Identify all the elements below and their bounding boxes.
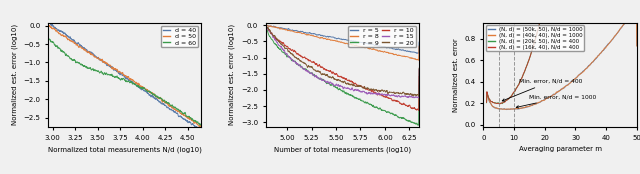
Text: (a): (a) bbox=[117, 173, 132, 174]
(N, d) = (40k, 40), N/d = 1000 bbox=[543, 97, 550, 100]
(N, d) = (50k, 50), N/d = 1000 bbox=[500, 108, 508, 110]
Line: (N, d) = (40k, 40), N/d = 1000: (N, d) = (40k, 40), N/d = 1000 bbox=[486, 7, 637, 109]
(N, d) = (40k, 40), N/d = 1000 bbox=[511, 108, 518, 110]
(N, d) = (40k, 40), N/d = 1000 bbox=[483, 101, 490, 104]
(N, d) = (20k, 50), N/d = 400 bbox=[496, 103, 504, 105]
(N, d) = (40k, 40), N/d = 1000 bbox=[592, 57, 600, 59]
(N, d) = (50k, 50), N/d = 1000 bbox=[532, 103, 540, 105]
Y-axis label: Normalized est. error (log10): Normalized est. error (log10) bbox=[229, 24, 236, 125]
Y-axis label: Normalized est. error (log10): Normalized est. error (log10) bbox=[11, 24, 18, 125]
(N, d) = (40k, 40), N/d = 1000 bbox=[632, 6, 640, 8]
(N, d) = (50k, 50), N/d = 1000 bbox=[591, 58, 599, 60]
Text: Min. error, N/d = 1000: Min. error, N/d = 1000 bbox=[516, 95, 596, 108]
Text: (b): (b) bbox=[335, 173, 350, 174]
Line: (N, d) = (16k, 40), N/d = 400: (N, d) = (16k, 40), N/d = 400 bbox=[486, 0, 637, 104]
Line: (N, d) = (50k, 50), N/d = 1000: (N, d) = (50k, 50), N/d = 1000 bbox=[486, 6, 637, 110]
X-axis label: Normalized total measurements N/d (log10): Normalized total measurements N/d (log10… bbox=[48, 146, 202, 153]
X-axis label: Averaging parameter m: Averaging parameter m bbox=[518, 146, 602, 152]
(N, d) = (16k, 40), N/d = 400 bbox=[532, 36, 540, 38]
(N, d) = (40k, 40), N/d = 1000 bbox=[591, 57, 599, 60]
X-axis label: Number of total measurements (log10): Number of total measurements (log10) bbox=[274, 146, 411, 153]
(N, d) = (20k, 50), N/d = 400 bbox=[501, 100, 509, 102]
(N, d) = (16k, 40), N/d = 400 bbox=[501, 101, 509, 103]
(N, d) = (20k, 50), N/d = 400 bbox=[532, 36, 540, 38]
Legend: (N, d) = (50k, 50), N/d = 1000, (N, d) = (40k, 40), N/d = 1000, (N, d) = (20k, 5: (N, d) = (50k, 50), N/d = 1000, (N, d) =… bbox=[486, 25, 584, 51]
(N, d) = (50k, 50), N/d = 1000 bbox=[592, 57, 600, 60]
(N, d) = (40k, 40), N/d = 1000 bbox=[633, 45, 640, 47]
(N, d) = (16k, 40), N/d = 400 bbox=[496, 103, 504, 105]
(N, d) = (20k, 50), N/d = 400 bbox=[483, 102, 490, 104]
(N, d) = (50k, 50), N/d = 1000 bbox=[632, 5, 640, 7]
(N, d) = (50k, 50), N/d = 1000 bbox=[543, 97, 550, 100]
(N, d) = (50k, 50), N/d = 1000 bbox=[577, 72, 585, 74]
(N, d) = (50k, 50), N/d = 1000 bbox=[633, 45, 640, 47]
(N, d) = (16k, 40), N/d = 400 bbox=[483, 101, 490, 103]
(N, d) = (50k, 50), N/d = 1000 bbox=[483, 101, 490, 104]
Legend: d = 40, d = 50, d = 60: d = 40, d = 50, d = 60 bbox=[161, 26, 198, 48]
(N, d) = (40k, 40), N/d = 1000 bbox=[532, 103, 540, 105]
(N, d) = (40k, 40), N/d = 1000 bbox=[500, 108, 508, 110]
(N, d) = (50k, 50), N/d = 1000 bbox=[502, 109, 510, 111]
Y-axis label: Normalized est. error: Normalized est. error bbox=[453, 38, 459, 112]
Text: (c): (c) bbox=[553, 173, 568, 174]
Line: (N, d) = (20k, 50), N/d = 400: (N, d) = (20k, 50), N/d = 400 bbox=[486, 0, 637, 104]
(N, d) = (40k, 40), N/d = 1000 bbox=[577, 72, 585, 74]
Text: Min. error, N/d = 400: Min. error, N/d = 400 bbox=[502, 79, 582, 101]
Legend: r = 5, r = 8, r = 9, r = 10, r = 15, r = 20: r = 5, r = 8, r = 9, r = 10, r = 15, r =… bbox=[348, 26, 416, 48]
